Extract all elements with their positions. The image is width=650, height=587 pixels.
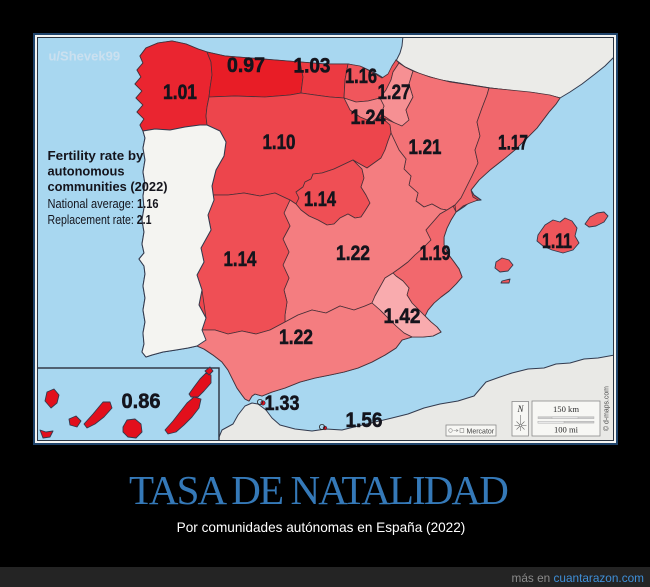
svg-text:Replacement rate: 2.1: Replacement rate: 2.1	[48, 212, 152, 227]
svg-text:1.19: 1.19	[420, 241, 451, 265]
svg-text:1.03: 1.03	[294, 53, 331, 77]
svg-text:150 km: 150 km	[553, 404, 579, 414]
svg-text:1.24: 1.24	[351, 105, 386, 129]
svg-text:communities (2022): communities (2022)	[48, 179, 168, 194]
svg-text:1.17: 1.17	[498, 130, 528, 154]
svg-text:1.56: 1.56	[346, 408, 383, 432]
svg-text:autonomous: autonomous	[48, 164, 125, 179]
svg-text:National average: 1.16: National average: 1.16	[48, 196, 159, 211]
svg-text:© d-maps.com: © d-maps.com	[603, 386, 611, 431]
svg-text:1.14: 1.14	[304, 187, 336, 211]
svg-text:1.16: 1.16	[345, 64, 377, 88]
svg-text:1.42: 1.42	[384, 304, 421, 328]
svg-text:1.33: 1.33	[265, 391, 300, 415]
svg-text:1.10: 1.10	[263, 130, 296, 154]
svg-text:100 mi: 100 mi	[554, 425, 579, 435]
svg-text:1.01: 1.01	[163, 80, 197, 104]
svg-text:1.21: 1.21	[409, 135, 442, 159]
svg-text:0.97: 0.97	[227, 53, 265, 77]
svg-text:1.11: 1.11	[542, 229, 572, 253]
svg-text:1.22: 1.22	[279, 325, 313, 349]
svg-text:1.27: 1.27	[378, 80, 411, 104]
svg-text:1.14: 1.14	[224, 247, 257, 271]
svg-text:1.22: 1.22	[336, 241, 370, 265]
svg-text:Mercator: Mercator	[467, 428, 495, 435]
svg-text:u/Shevek99: u/Shevek99	[49, 49, 121, 64]
svg-text:Fertility rate by: Fertility rate by	[48, 148, 145, 163]
svg-text:N: N	[516, 404, 524, 414]
svg-text:0.86: 0.86	[122, 389, 161, 413]
